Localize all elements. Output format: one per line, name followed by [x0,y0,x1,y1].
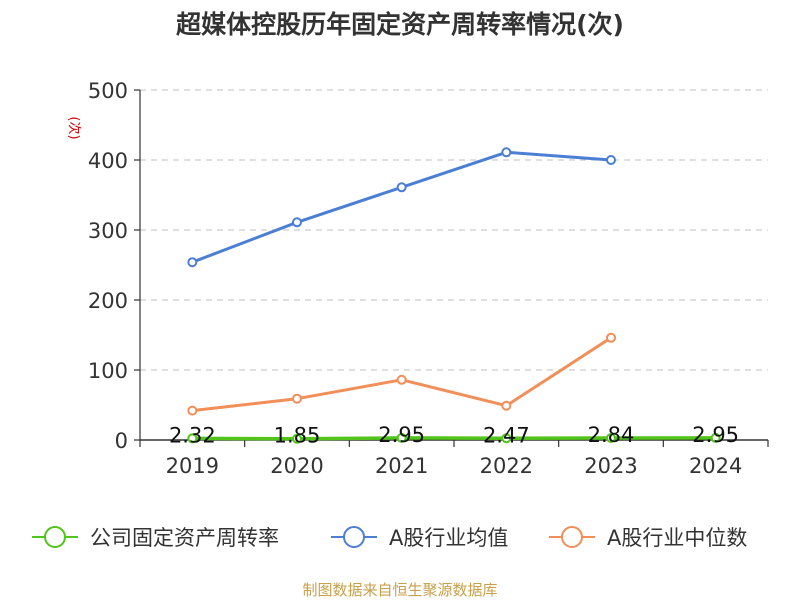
legend-label: 公司固定资产周转率 [90,526,279,550]
data-label: 2.47 [483,423,530,447]
data-point-0[interactable] [292,433,302,444]
x-tick-label: 2022 [480,454,533,478]
data-label: 2.84 [588,423,635,447]
chart-title: 超媒体控股历年固定资产周转率情况(次) [176,10,624,39]
legend-marker [343,526,365,548]
legend-item-2[interactable]: A股行业中位数 [549,526,747,550]
x-tick-label: 2019 [166,454,219,478]
data-label: 2.32 [169,423,216,447]
data-point-0[interactable] [501,433,512,444]
legend-marker [561,526,583,548]
data-point-0[interactable] [606,433,616,444]
source-note: 制图数据来自恒生聚源数据库 [302,581,497,599]
series-line-2 [190,336,613,413]
y-tick-label: 300 [88,219,128,243]
axes: 0 100 200 300 400 500 2019 2020 2021 2022 2023 2024 [88,79,769,478]
series-line-1 [190,150,613,264]
y-tick-label: 200 [88,289,128,313]
data-label: 1.85 [274,424,321,448]
series [187,147,721,444]
y-tick-label: 100 [88,359,128,383]
y-tick-label: 400 [88,149,128,173]
data-point-1[interactable] [396,182,407,193]
data-point-0[interactable] [187,433,198,444]
x-tick-label: 2023 [584,454,637,478]
data-labels: 2.32 1.85 2.95 2.47 2.84 2.95 [169,423,739,448]
data-point-2[interactable] [292,393,302,404]
data-point-0[interactable] [396,432,407,443]
data-point-2[interactable] [396,374,407,385]
grid [140,89,768,371]
data-point-2[interactable] [606,332,616,343]
data-point-1[interactable] [292,217,302,228]
data-point-1[interactable] [187,257,198,268]
data-label: 2.95 [692,423,739,447]
y-axis-label: (次) [66,116,82,139]
y-tick-label: 500 [88,79,128,103]
data-point-0[interactable] [710,432,721,443]
data-point-2[interactable] [187,405,198,416]
series-line-0 [190,436,718,441]
legend-item-0[interactable]: 公司固定资产周转率 [32,526,279,550]
legend-item-1[interactable]: A股行业均值 [331,526,508,550]
legend-marker [44,526,66,548]
x-tick-label: 2020 [270,454,323,478]
y-tick-label: 0 [115,429,128,453]
legend[interactable]: 公司固定资产周转率 A股行业均值 A股行业中位数 [32,526,747,550]
legend-label: A股行业中位数 [607,526,747,550]
data-point-2[interactable] [501,400,512,411]
data-point-1[interactable] [501,147,512,158]
legend-label: A股行业均值 [389,526,508,550]
data-label: 2.95 [378,423,425,447]
data-point-1[interactable] [606,155,616,165]
x-tick-label: 2021 [375,454,428,478]
x-tick-label: 2024 [689,454,742,478]
